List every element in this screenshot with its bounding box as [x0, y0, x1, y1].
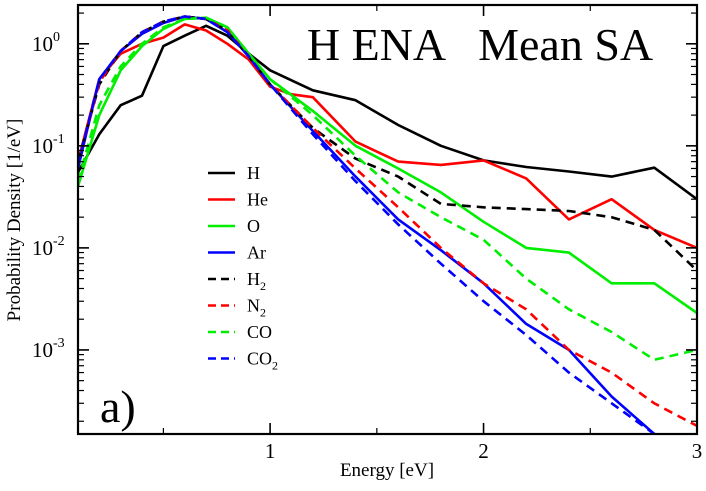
x-tick-label: 3 [692, 439, 703, 463]
y-tick-label: 100 [32, 30, 60, 56]
series-line-co2 [78, 15, 661, 434]
legend-label: H2 [247, 269, 266, 293]
legend-item-he: He [208, 190, 268, 210]
legend-item-o: O [208, 216, 260, 236]
series-line-co [78, 16, 697, 362]
chart-title: H ENA Mean SA [307, 19, 653, 70]
legend-item-n2: N2 [208, 296, 266, 320]
legend-item-co2: CO2 [208, 349, 278, 373]
x-axis-ticks [162, 5, 698, 434]
legend-label: CO [247, 322, 272, 342]
legend-label: CO2 [247, 349, 278, 373]
series-layer [78, 15, 697, 434]
x-axis-label: Energy [eV] [340, 460, 434, 481]
y-axis-tick-labels: 100 10-1 10-2 10-3 [32, 30, 65, 362]
x-tick-label: 2 [478, 439, 489, 463]
legend-item-ar: Ar [208, 243, 266, 263]
legend-item-co: CO [208, 322, 272, 342]
series-line-h [78, 24, 697, 201]
series-line-n2 [78, 15, 697, 428]
legend-item-h2: H2 [208, 269, 266, 293]
legend-label: He [247, 190, 268, 210]
series-line-o [78, 16, 697, 315]
x-tick-label: 1 [265, 439, 276, 463]
legend-label: O [247, 216, 260, 236]
y-axis-ticks [78, 12, 697, 422]
plot-frame [76, 3, 699, 436]
legend-label: Ar [247, 243, 266, 263]
y-tick-label: 10-3 [32, 336, 65, 362]
legend-label: H [247, 163, 260, 183]
y-tick-label: 10-2 [32, 234, 65, 260]
legend-item-h: H [208, 163, 260, 183]
y-tick-label: 10-1 [32, 132, 65, 158]
x-axis-tick-labels: 1 2 3 [265, 439, 702, 463]
panel-label: a) [100, 381, 136, 432]
legend-label: N2 [247, 296, 266, 320]
y-axis-label: Probability Density [1/eV] [4, 119, 25, 322]
